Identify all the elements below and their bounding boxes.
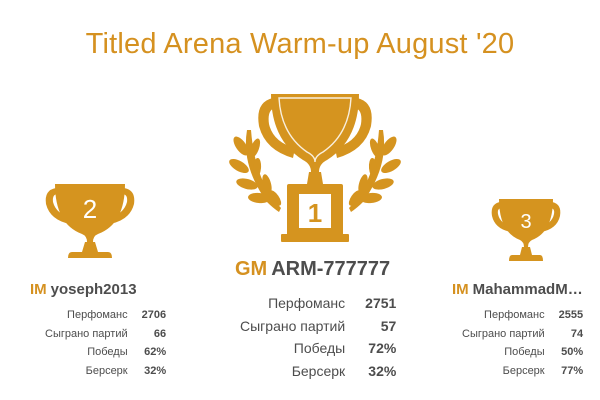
first-place-trophy-icon: 1 [229, 94, 401, 242]
page-title: Titled Arena Warm-up August '20 [85, 28, 515, 60]
stat-row: Победы 72% [240, 337, 397, 360]
stat-value: 77% [561, 364, 584, 377]
stat-row: Победы 62% [45, 343, 166, 362]
player-title-badge: GM [235, 258, 268, 280]
second-place-rank: 2 [83, 194, 97, 224]
stat-label: Победы [504, 346, 545, 359]
stat-value: 62% [144, 346, 167, 359]
first-place-player[interactable]: GM ARM-777777 [235, 258, 390, 281]
first-place-rank: 1 [308, 198, 322, 228]
third-place-stats: Перфоманс 2555 Сыграно партий 74 Победы … [462, 306, 583, 380]
stat-row: Берсерк 32% [240, 360, 397, 383]
stat-value: 2555 [558, 309, 584, 322]
stat-row: Победы 50% [462, 343, 583, 362]
stat-row: Берсерк 32% [45, 362, 167, 381]
stat-label: Перфоманс [268, 295, 346, 312]
stat-value: 32% [368, 362, 397, 379]
second-place-trophy-icon: 2 [45, 184, 135, 258]
laurel-left-icon [229, 130, 282, 212]
player-username-link[interactable]: ARM-777777 [271, 258, 391, 280]
stat-label: Берсерк [291, 362, 346, 379]
stat-label: Победы [87, 346, 128, 359]
stat-label: Перфоманс [67, 309, 128, 322]
stat-label: Сыграно партий [462, 327, 545, 340]
stat-row: Перфоманс 2555 [462, 306, 583, 325]
second-place-stats: Перфоманс 2706 Сыграно партий 66 Победы … [45, 306, 166, 380]
third-place-player[interactable]: IM MahammadM… [452, 281, 597, 298]
stat-label: Перфоманс [484, 309, 545, 322]
stat-label: Сыграно партий [45, 327, 128, 340]
first-place-stats: Перфоманс 2751 Сыграно партий 57 Победы … [240, 292, 396, 382]
stat-row: Сыграно партий 74 [462, 325, 583, 344]
stat-value: 74 [570, 327, 584, 340]
stat-row: Берсерк 77% [462, 362, 584, 381]
stat-label: Сыграно партий [240, 317, 346, 334]
stat-value: 32% [144, 364, 167, 377]
stat-value: 50% [561, 346, 584, 359]
stat-label: Берсерк [85, 364, 128, 377]
third-place-rank: 3 [520, 211, 531, 233]
player-username-link[interactable]: yoseph2013 [50, 281, 137, 298]
player-username-link[interactable]: MahammadM… [472, 281, 583, 298]
stat-row: Сыграно партий 57 [240, 315, 396, 338]
stat-label: Берсерк [502, 364, 545, 377]
stat-value: 72% [368, 340, 397, 357]
stat-value: 66 [153, 327, 167, 340]
player-title-badge: IM [30, 281, 47, 298]
second-place-player[interactable]: IM yoseph2013 [30, 281, 137, 298]
stat-value: 57 [380, 317, 397, 334]
laurel-right-icon [348, 130, 401, 212]
third-place-trophy-icon: 3 [491, 199, 561, 261]
stat-row: Перфоманс 2751 [240, 292, 396, 315]
stat-value: 2706 [141, 309, 167, 322]
stat-row: Перфоманс 2706 [45, 306, 166, 325]
stat-label: Победы [293, 340, 346, 357]
player-title-badge: IM [452, 281, 469, 298]
stat-row: Сыграно партий 66 [45, 325, 166, 344]
stat-value: 2751 [365, 295, 397, 312]
